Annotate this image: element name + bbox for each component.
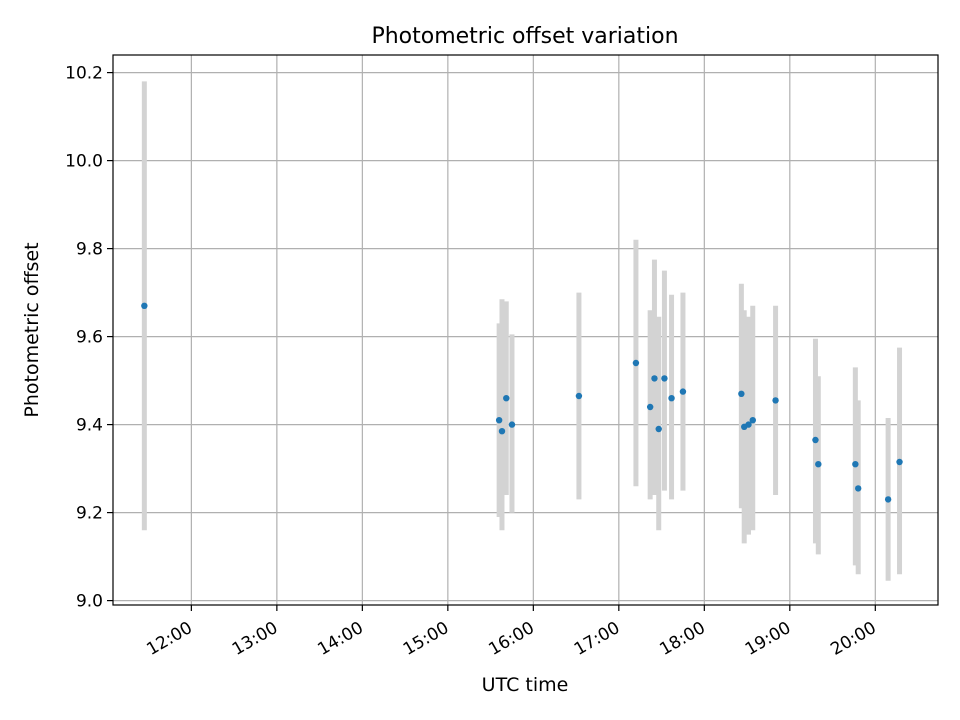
- y-tick-label: 9.6: [76, 328, 103, 348]
- x-tick-label: 12:00: [143, 618, 195, 660]
- data-point: [738, 390, 745, 397]
- x-tick-label: 17:00: [571, 618, 623, 660]
- x-tick-label: 20:00: [827, 618, 879, 660]
- x-axis-ticks: 12:00 13:00 14:00 15:00 16:00 17:00 18:00 19:00…: [143, 605, 880, 660]
- data-point: [884, 496, 892, 503]
- data-point: [679, 388, 687, 395]
- y-axis-ticks: 9.0 9.2 9.4 9.6 9.8 10.0 10.2: [65, 64, 113, 612]
- x-tick-label: 13:00: [229, 618, 281, 660]
- data-point: [575, 392, 583, 400]
- data-points: [141, 302, 903, 503]
- grid: [113, 55, 938, 605]
- x-tick-label: 15:00: [400, 618, 452, 660]
- y-tick-label: 9.4: [76, 416, 103, 436]
- data-point: [745, 421, 752, 428]
- x-tick-label: 18:00: [656, 618, 708, 660]
- data-point: [508, 421, 516, 428]
- data-point: [141, 302, 148, 309]
- x-tick-label: 19:00: [742, 618, 794, 660]
- plot-frame: [112, 54, 939, 606]
- data-point: [772, 397, 779, 404]
- data-point: [503, 395, 510, 402]
- data-point: [661, 375, 668, 382]
- data-point: [852, 461, 859, 468]
- data-point: [812, 436, 819, 444]
- data-point: [668, 395, 675, 402]
- y-tick-label: 9.0: [76, 592, 103, 612]
- data-point: [815, 461, 822, 468]
- data-point: [646, 403, 654, 411]
- data-point: [498, 428, 506, 435]
- data-point: [651, 375, 658, 382]
- x-tick-label: 14:00: [314, 618, 366, 660]
- y-axis-label: Photometric offset: [21, 242, 43, 417]
- data-point: [749, 417, 756, 424]
- x-axis-label: UTC time: [482, 674, 569, 696]
- y-tick-label: 9.8: [76, 240, 103, 260]
- y-tick-label: 10.2: [65, 64, 103, 84]
- y-tick-label: 9.2: [76, 504, 103, 524]
- y-tick-label: 10.0: [65, 152, 103, 172]
- data-point: [855, 485, 862, 492]
- x-tick-label: 16:00: [485, 618, 537, 660]
- data-point: [655, 425, 662, 433]
- data-point: [632, 359, 640, 367]
- data-point: [495, 417, 503, 424]
- data-point: [896, 458, 903, 466]
- plot-background: [113, 55, 938, 605]
- chart-title: Photometric offset variation: [371, 24, 678, 49]
